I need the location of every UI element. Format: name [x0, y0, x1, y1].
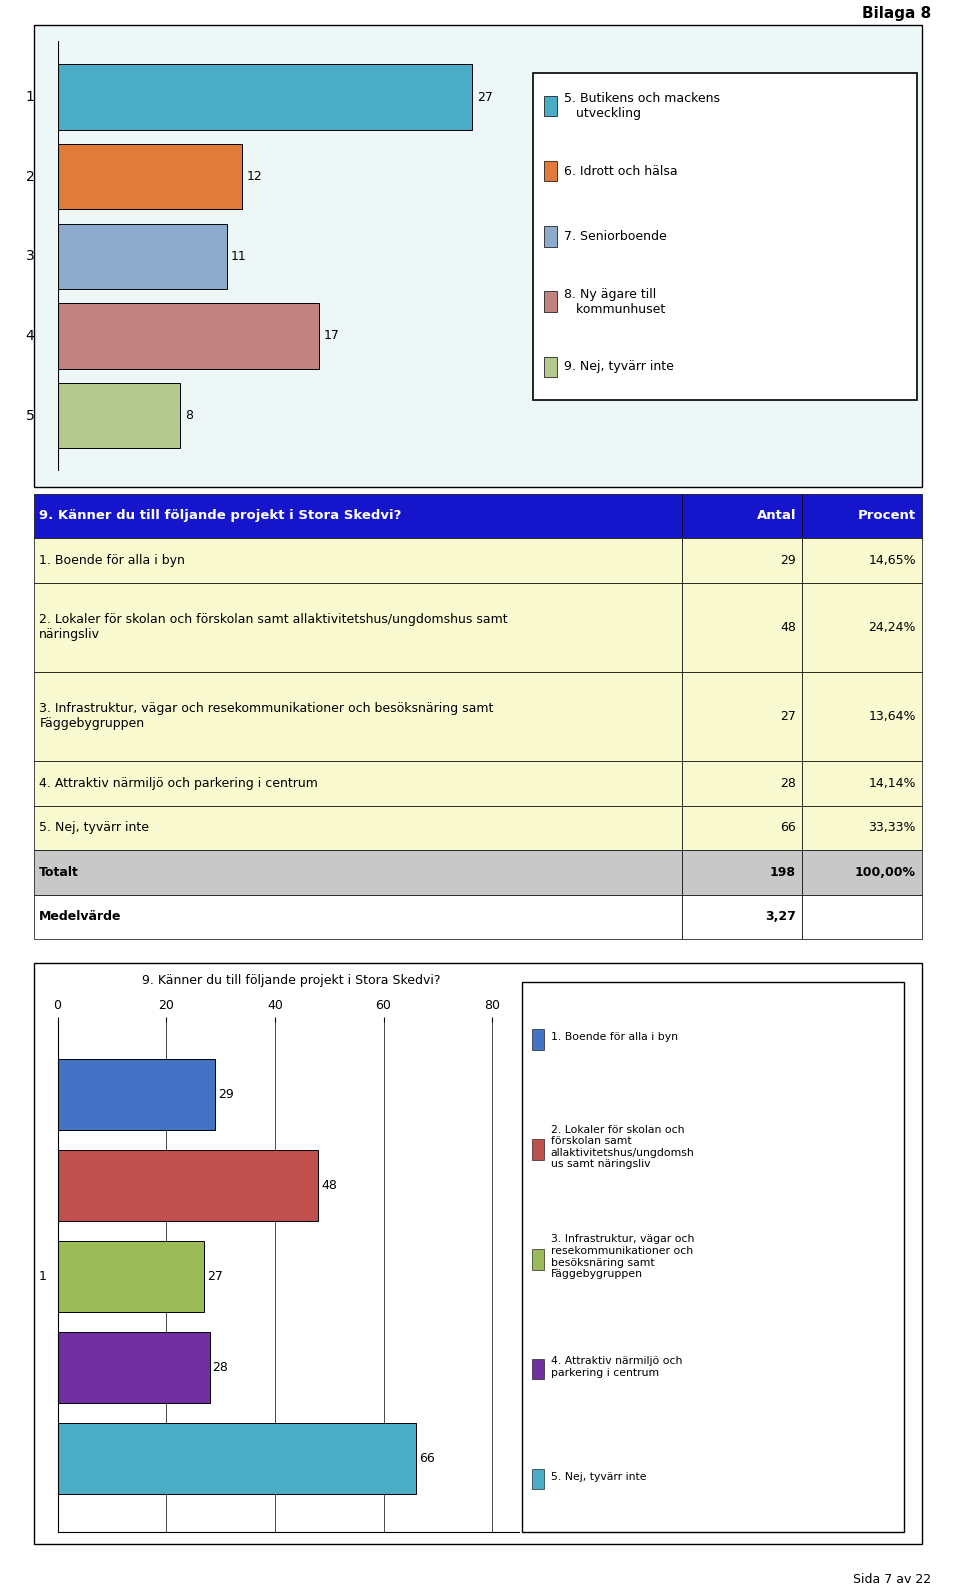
Text: 8. Ny ägare till
   kommunhuset: 8. Ny ägare till kommunhuset [564, 288, 665, 315]
Text: Sida 7 av 22: Sida 7 av 22 [853, 1573, 931, 1586]
Text: 1. Boende för alla i byn: 1. Boende för alla i byn [39, 554, 185, 567]
Text: 66: 66 [419, 1452, 435, 1465]
Text: 13,64%: 13,64% [869, 710, 916, 723]
Text: 7. Seniorboende: 7. Seniorboende [564, 229, 667, 244]
Text: 5: 5 [26, 409, 35, 422]
Bar [58, 1333, 209, 1403]
Bar [58, 65, 472, 131]
Bar [58, 1423, 416, 1495]
Text: 27: 27 [780, 710, 796, 723]
Bar [58, 384, 180, 449]
Text: 3. Infrastruktur, vägar och resekommunikationer och besöksnäring samt
Fäggebygru: 3. Infrastruktur, vägar och resekommunik… [39, 702, 493, 731]
Text: 29: 29 [780, 554, 796, 567]
Bar [58, 1059, 215, 1130]
Text: 2: 2 [26, 170, 35, 183]
Text: 6. Idrott och hälsa: 6. Idrott och hälsa [564, 164, 678, 178]
Text: 12: 12 [247, 170, 262, 183]
Text: 198: 198 [770, 866, 796, 879]
Bar [58, 1242, 204, 1312]
Text: 29: 29 [218, 1089, 233, 1102]
Bar [58, 224, 227, 290]
Text: 66: 66 [780, 821, 796, 834]
Text: 48: 48 [780, 621, 796, 634]
Text: 8: 8 [185, 409, 193, 422]
Text: 9. Känner du till följande projekt i Stora Skedvi?: 9. Känner du till följande projekt i Sto… [39, 509, 401, 522]
Text: 1. Boende för alla i byn: 1. Boende för alla i byn [551, 1032, 678, 1043]
Text: 5. Nej, tyvärr inte: 5. Nej, tyvärr inte [39, 821, 150, 834]
Text: 28: 28 [212, 1361, 228, 1374]
Text: 3,27: 3,27 [765, 911, 796, 923]
Text: 17: 17 [324, 330, 339, 342]
Text: 27: 27 [207, 1270, 223, 1283]
Bar [58, 1151, 319, 1221]
Text: 14,14%: 14,14% [869, 777, 916, 790]
Text: Medelvärde: Medelvärde [39, 911, 122, 923]
Text: 3. Infrastruktur, vägar och
resekommunikationer och
besöksnäring samt
Fäggebygru: 3. Infrastruktur, vägar och resekommunik… [551, 1234, 694, 1280]
Bar [58, 302, 319, 369]
Text: Totalt: Totalt [39, 866, 80, 879]
Text: 24,24%: 24,24% [869, 621, 916, 634]
Text: 9. Känner du till följande projekt i Stora Skedvi?: 9. Känner du till följande projekt i Sto… [142, 974, 441, 987]
Bar [58, 145, 242, 210]
Text: 4. Attraktiv närmiljö och
parkering i centrum: 4. Attraktiv närmiljö och parkering i ce… [551, 1356, 683, 1377]
Text: 4: 4 [26, 330, 35, 342]
Text: 28: 28 [780, 777, 796, 790]
Text: 1: 1 [26, 91, 35, 103]
Text: 27: 27 [477, 91, 492, 103]
Text: 3: 3 [26, 250, 35, 263]
Text: 14,65%: 14,65% [868, 554, 916, 567]
Text: 2. Lokaler för skolan och
förskolan samt
allaktivitetshus/ungdomsh
us samt närin: 2. Lokaler för skolan och förskolan samt… [551, 1124, 694, 1170]
Text: 100,00%: 100,00% [854, 866, 916, 879]
Text: 4. Attraktiv närmiljö och parkering i centrum: 4. Attraktiv närmiljö och parkering i ce… [39, 777, 318, 790]
Text: Procent: Procent [857, 509, 916, 522]
Text: 48: 48 [321, 1180, 337, 1192]
Text: 2. Lokaler för skolan och förskolan samt allaktivitetshus/ungdomshus samt
näring: 2. Lokaler för skolan och förskolan samt… [39, 613, 508, 642]
Text: 11: 11 [231, 250, 247, 263]
Text: 33,33%: 33,33% [869, 821, 916, 834]
Text: Antal: Antal [756, 509, 796, 522]
Text: 1: 1 [38, 1270, 47, 1283]
Text: Bilaga 8: Bilaga 8 [862, 5, 931, 21]
Text: 5. Nej, tyvärr inte: 5. Nej, tyvärr inte [551, 1471, 646, 1482]
Text: 9. Nej, tyvärr inte: 9. Nej, tyvärr inte [564, 360, 674, 374]
Text: 5. Butikens och mackens
   utveckling: 5. Butikens och mackens utveckling [564, 92, 720, 119]
